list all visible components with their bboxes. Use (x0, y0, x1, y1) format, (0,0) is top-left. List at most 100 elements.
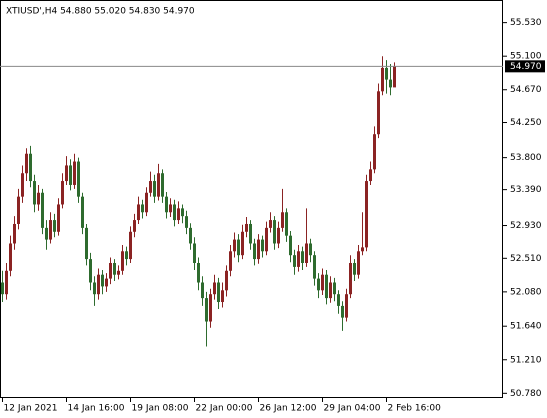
candle-body (121, 251, 124, 271)
candle-body (225, 270, 228, 291)
candle-body (165, 196, 168, 213)
candle-body (17, 196, 20, 224)
candle-body (261, 239, 264, 252)
candle-body (65, 165, 68, 182)
candle-body (97, 274, 100, 295)
candle-body (25, 153, 28, 174)
candle-body (273, 220, 276, 244)
candle-body (57, 204, 60, 232)
candle-body (217, 282, 220, 303)
candle-body (221, 290, 224, 303)
candle-body (257, 239, 260, 260)
candle-body (173, 204, 176, 221)
candle-body (341, 305, 344, 318)
candle-body (281, 212, 284, 228)
x-tick-label: 26 Jan 12:00 (260, 404, 317, 414)
candle-body (357, 251, 360, 275)
candle-body (333, 282, 336, 295)
candle-body (309, 243, 312, 256)
candle-body (149, 181, 152, 193)
candle-body (29, 153, 32, 182)
candle-body (37, 192, 40, 205)
candle-body (105, 278, 108, 287)
candle-body (205, 298, 208, 322)
candle-body (241, 231, 244, 256)
candle-body (317, 278, 320, 291)
candle-body (213, 282, 216, 295)
candle-body (93, 282, 96, 295)
candle-body (177, 208, 180, 221)
candle-body (69, 165, 72, 185)
x-tick-label: 22 Jan 00:00 (196, 404, 253, 414)
candle-body (109, 262, 112, 279)
x-tick-label: 29 Jan 04:00 (324, 404, 381, 414)
y-tick-label: 55.530 (510, 18, 542, 28)
candle-body (189, 227, 192, 244)
candle-body (197, 262, 200, 283)
candle-body (137, 204, 140, 221)
candle-body (13, 223, 16, 244)
candle-body (133, 220, 136, 232)
y-tick-label: 51.210 (510, 355, 542, 365)
y-tick-label: 52.930 (510, 221, 542, 231)
candle-body (253, 243, 256, 260)
candle-body (337, 294, 340, 306)
candle-body (61, 181, 64, 205)
candle-body (181, 208, 184, 217)
candle-body (153, 181, 156, 197)
candle-body (125, 251, 128, 260)
candle-body (73, 161, 76, 185)
y-tick-label: 54.670 (510, 85, 542, 95)
candle-body (45, 227, 48, 240)
candle-body (305, 243, 308, 263)
y-tick-label: 51.640 (510, 322, 542, 332)
candle-body (49, 220, 52, 240)
candle-body (389, 79, 392, 88)
candle-body (161, 173, 164, 197)
candle-body (9, 243, 12, 271)
candle-body (233, 239, 236, 252)
candle-body (41, 192, 44, 228)
candle-body (81, 196, 84, 228)
candle-body (265, 227, 268, 252)
candle-body (289, 235, 292, 256)
candle-body (385, 67, 388, 80)
candle-body (393, 66, 396, 88)
candle-body (373, 134, 376, 170)
y-tick-label: 52.510 (510, 254, 542, 264)
x-tick-label: 12 Jan 2021 (4, 404, 58, 414)
y-tick-label: 54.250 (510, 118, 542, 128)
candle-body (353, 262, 356, 275)
candle-body (297, 251, 300, 267)
y-tick-label: 52.080 (510, 287, 542, 297)
candle-body (77, 161, 80, 197)
x-tick-label: 19 Jan 08:00 (132, 404, 189, 414)
candle-body (201, 282, 204, 299)
candle-body (157, 173, 160, 197)
last-price-box (505, 60, 545, 73)
candle-body (85, 227, 88, 260)
candle-body (169, 204, 172, 213)
candle-body (141, 204, 144, 213)
candle-body (89, 259, 92, 283)
candle-body (293, 255, 296, 267)
candle-body (321, 274, 324, 291)
candle-body (301, 251, 304, 263)
candle-body (21, 173, 24, 197)
candle-body (349, 262, 352, 295)
plot-frame (0, 0, 503, 398)
candle-body (369, 169, 372, 182)
candle-body (237, 239, 240, 256)
candle-body (313, 255, 316, 279)
candle-body (193, 243, 196, 263)
candle-body (229, 251, 232, 271)
candle-body (145, 192, 148, 213)
candle-body (361, 247, 364, 252)
candle-body (33, 181, 36, 205)
candle-body (269, 220, 272, 228)
x-tick-label: 14 Jan 16:00 (68, 404, 125, 414)
candle-body (209, 294, 212, 322)
candle-body (381, 67, 384, 92)
chart-title: XTIUSD',H4 54.880 55.020 54.830 54.970 (6, 7, 195, 17)
candle-body (285, 212, 288, 236)
